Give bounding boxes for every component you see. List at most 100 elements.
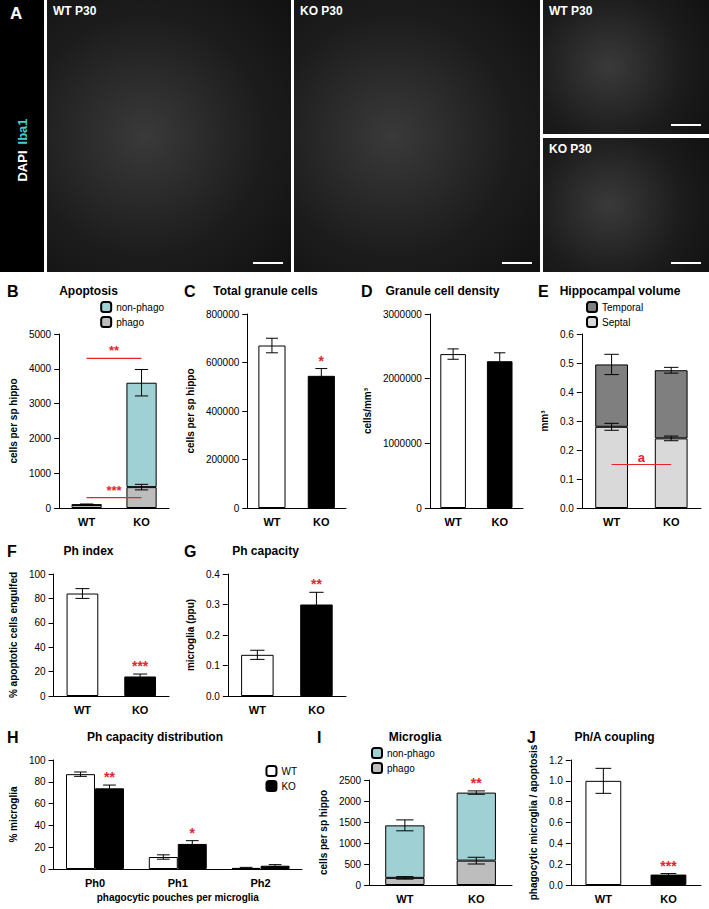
svg-text:B: B (7, 283, 19, 300)
svg-text:Temporal: Temporal (602, 302, 643, 313)
svg-text:KO: KO (281, 781, 296, 792)
svg-text:0.2: 0.2 (560, 445, 574, 456)
svg-text:D: D (361, 283, 373, 300)
svg-text:0.1: 0.1 (206, 660, 220, 671)
svg-text:**: ** (109, 343, 120, 358)
svg-text:0: 0 (40, 691, 46, 702)
svg-text:Microglia: Microglia (389, 730, 442, 744)
svg-text:***: *** (132, 658, 149, 674)
svg-text:0: 0 (416, 503, 422, 514)
svg-text:KO: KO (660, 893, 677, 905)
svg-text:1500: 1500 (339, 817, 362, 828)
svg-text:Ph capacity distribution: Ph capacity distribution (87, 730, 223, 744)
svg-text:*: * (319, 353, 325, 369)
svg-text:KO: KO (491, 516, 508, 528)
svg-text:Ph/A coupling: Ph/A coupling (574, 730, 654, 744)
svg-text:4000: 4000 (29, 363, 52, 374)
svg-text:0.3: 0.3 (560, 416, 574, 427)
svg-text:WT: WT (603, 516, 620, 528)
svg-text:microglia (ppu): microglia (ppu) (185, 599, 196, 671)
svg-text:WT: WT (281, 766, 297, 777)
svg-text:mm³: mm³ (539, 410, 550, 432)
svg-text:Ph capacity: Ph capacity (232, 544, 299, 558)
svg-text:a: a (638, 450, 646, 465)
svg-text:cells per sp hippo: cells per sp hippo (8, 378, 19, 463)
svg-text:0.5: 0.5 (560, 358, 574, 369)
svg-text:KO: KO (133, 516, 150, 528)
svg-text:WT: WT (74, 704, 91, 716)
svg-text:0.2: 0.2 (549, 859, 563, 870)
svg-text:Ph2: Ph2 (251, 877, 271, 889)
svg-text:200000: 200000 (206, 454, 240, 465)
svg-text:0.1: 0.1 (560, 474, 574, 485)
svg-text:100: 100 (29, 569, 46, 580)
svg-text:600000: 600000 (206, 357, 240, 368)
svg-text:*: * (190, 825, 196, 841)
svg-text:500: 500 (344, 859, 361, 870)
svg-text:0: 0 (234, 503, 240, 514)
svg-text:Apoptosis: Apoptosis (59, 284, 118, 298)
svg-text:0.2: 0.2 (206, 630, 220, 641)
svg-text:E: E (538, 283, 549, 300)
svg-text:WT: WT (445, 516, 462, 528)
svg-text:F: F (7, 543, 17, 560)
svg-text:***: *** (660, 858, 677, 874)
svg-text:Septal: Septal (602, 317, 630, 328)
svg-text:20: 20 (34, 842, 46, 853)
svg-text:phagocytic microglia / apoptos: phagocytic microglia / apoptosis (528, 744, 539, 900)
svg-text:0: 0 (46, 503, 52, 514)
svg-text:20: 20 (34, 666, 46, 677)
svg-text:1000000: 1000000 (383, 438, 422, 449)
svg-text:WT: WT (396, 893, 413, 905)
svg-text:cells per sp hippo: cells per sp hippo (318, 790, 329, 875)
svg-text:G: G (184, 543, 196, 560)
svg-text:KO: KO (663, 516, 680, 528)
svg-text:0.0: 0.0 (206, 691, 220, 702)
svg-text:1.0: 1.0 (549, 775, 563, 786)
svg-text:3000: 3000 (29, 398, 52, 409)
svg-text:WT: WT (249, 704, 266, 716)
svg-text:Ph1: Ph1 (168, 877, 188, 889)
svg-text:KO: KO (313, 516, 330, 528)
svg-text:0: 0 (40, 864, 46, 875)
svg-text:0.6: 0.6 (549, 817, 563, 828)
svg-text:KO: KO (132, 704, 149, 716)
svg-text:60: 60 (34, 617, 46, 628)
svg-text:2000: 2000 (339, 796, 362, 807)
svg-text:80: 80 (34, 593, 46, 604)
svg-text:cells/mm³: cells/mm³ (362, 387, 373, 434)
svg-text:40: 40 (34, 642, 46, 653)
svg-text:non-phago: non-phago (387, 748, 435, 759)
svg-text:1000: 1000 (29, 468, 52, 479)
svg-text:2000: 2000 (29, 433, 52, 444)
svg-text:I: I (317, 729, 321, 746)
svg-text:800000: 800000 (206, 309, 240, 320)
svg-text:non-phago: non-phago (116, 302, 164, 313)
svg-text:0.8: 0.8 (549, 796, 563, 807)
svg-text:100: 100 (29, 755, 46, 766)
svg-text:0: 0 (356, 880, 362, 891)
svg-text:0.0: 0.0 (560, 503, 574, 514)
svg-text:phago: phago (387, 763, 415, 774)
svg-text:**: ** (311, 576, 322, 592)
svg-text:0.4: 0.4 (206, 569, 220, 580)
svg-text:phagocytic pouches per microgl: phagocytic pouches per microglia (97, 892, 260, 903)
svg-text:5000: 5000 (29, 329, 52, 340)
svg-text:% apoptotic cells engulfed: % apoptotic cells engulfed (8, 572, 19, 698)
svg-text:1000: 1000 (339, 838, 362, 849)
svg-text:H: H (7, 729, 19, 746)
svg-text:cells per sp hippo: cells per sp hippo (185, 368, 196, 453)
svg-text:Granule cell density: Granule cell density (385, 284, 499, 298)
svg-text:J: J (527, 729, 536, 746)
svg-text:phago: phago (116, 317, 144, 328)
svg-text:Ph index: Ph index (63, 544, 113, 558)
svg-text:C: C (184, 283, 196, 300)
svg-text:WT: WT (263, 516, 280, 528)
svg-text:2500: 2500 (339, 775, 362, 786)
svg-text:WT: WT (78, 516, 95, 528)
svg-text:Hippocampal volume: Hippocampal volume (560, 284, 681, 298)
svg-text:0.0: 0.0 (549, 880, 563, 891)
svg-text:80: 80 (34, 776, 46, 787)
svg-text:0.4: 0.4 (549, 838, 563, 849)
svg-text:***: *** (106, 483, 122, 498)
